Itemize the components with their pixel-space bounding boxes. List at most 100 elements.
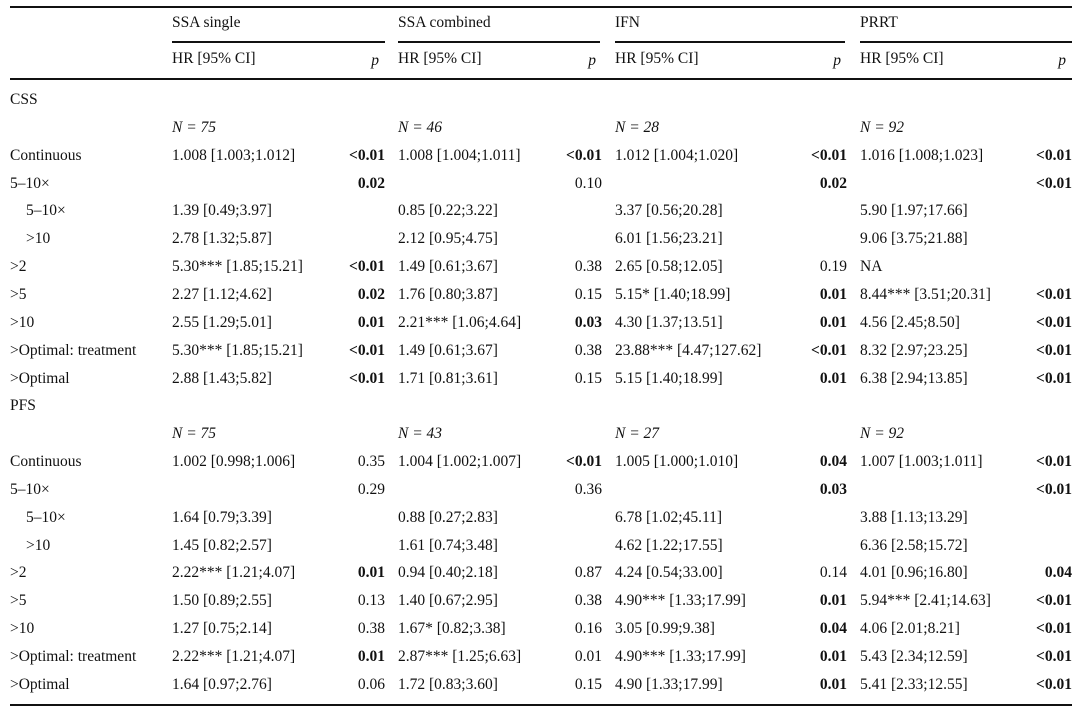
row-label: >10	[26, 230, 51, 248]
p-value: 0.01	[357, 564, 385, 582]
p-value: 0.13	[357, 592, 385, 610]
hr-value: 8.44*** [3.51;20.31]	[860, 285, 991, 303]
row-label: >Optimal	[10, 675, 70, 693]
section-title: CSS	[10, 91, 38, 108]
sample-size: N = 28	[615, 118, 660, 136]
p-value: 0.01	[819, 369, 847, 387]
p-value: 0.04	[1044, 564, 1072, 582]
hr-value: 1.49 [0.61;3.67]	[398, 258, 498, 276]
hr-value: 5.30*** [1.85;15.21]	[172, 341, 303, 359]
hr-value: 5.41 [2.33;12.55]	[860, 675, 968, 693]
column-group-header: PRRT	[860, 14, 898, 31]
p-value: 0.19	[819, 258, 847, 276]
hr-value: 1.008 [1.003;1.012]	[172, 146, 296, 164]
row-label: 5–10×	[10, 174, 50, 192]
column-group-header: SSA combined	[398, 14, 491, 31]
p-value: 0.01	[574, 648, 602, 665]
hr-value: 1.61 [0.74;3.48]	[398, 536, 498, 554]
hr-value: 6.36 [2.58;15.72]	[860, 536, 968, 554]
p-value: 0.01	[819, 675, 847, 693]
p-value: 0.15	[574, 369, 602, 387]
p-value: <0.01	[1036, 146, 1072, 164]
hr-value: 4.90*** [1.33;17.99]	[615, 648, 746, 665]
hr-value: 1.005 [1.000;1.010]	[615, 453, 739, 471]
sample-size: N = 27	[615, 425, 660, 443]
p-value: 0.06	[357, 675, 385, 693]
section-title: PFS	[10, 397, 36, 415]
row-label: Continuous	[10, 146, 82, 164]
sample-size: N = 75	[172, 118, 217, 136]
p-value: 0.15	[574, 675, 602, 693]
hr-value: 8.32 [2.97;23.25]	[860, 341, 968, 359]
hr-value: 1.012 [1.004;1.020]	[615, 146, 739, 164]
p-value: <0.01	[1036, 592, 1072, 610]
p-value: 0.38	[574, 592, 602, 610]
p-column-header: p	[833, 52, 841, 69]
hr-value: 4.30 [1.37;13.51]	[615, 313, 723, 331]
sample-size: N = 92	[860, 118, 905, 136]
p-value: <0.01	[566, 453, 602, 471]
hr-value: 1.71 [0.81;3.61]	[398, 369, 498, 387]
hr-value: 4.56 [2.45;8.50]	[860, 313, 960, 331]
hr-value: 2.78 [1.32;5.87]	[172, 230, 272, 248]
hr-value: 5.94*** [2.41;14.63]	[860, 592, 991, 610]
p-value: 0.16	[574, 620, 602, 638]
hr-value: 1.76 [0.80;3.87]	[398, 285, 498, 303]
row-label: 5–10×	[10, 480, 50, 498]
hr-value: 2.55 [1.29;5.01]	[172, 313, 272, 331]
hr-value: 4.90*** [1.33;17.99]	[615, 592, 746, 610]
hr-value: 1.004 [1.002;1.007]	[398, 453, 522, 471]
row-label: >Optimal: treatment	[10, 341, 137, 359]
group-underline	[615, 41, 845, 43]
p-value: 0.03	[819, 480, 847, 498]
hr-value: 1.39 [0.49;3.97]	[172, 202, 272, 220]
hr-value: 2.88 [1.43;5.82]	[172, 369, 272, 387]
hr-value: 2.12 [0.95;4.75]	[398, 230, 498, 248]
group-underline	[398, 41, 600, 43]
group-underline	[172, 41, 385, 43]
p-value: <0.01	[1036, 675, 1072, 693]
p-value: <0.01	[1036, 285, 1072, 303]
p-column-header: p	[371, 52, 379, 69]
p-value: 0.38	[574, 258, 602, 276]
p-value: <0.01	[349, 341, 385, 359]
hr-column-header: HR [95% CI]	[615, 50, 699, 67]
hr-value: 1.008 [1.004;1.011]	[398, 146, 521, 164]
hr-value: 4.90 [1.33;17.99]	[615, 675, 723, 693]
hr-column-header: HR [95% CI]	[172, 50, 256, 67]
p-value: 0.02	[357, 285, 385, 303]
hr-value: 1.64 [0.79;3.39]	[172, 508, 272, 526]
sample-size: N = 75	[172, 425, 217, 443]
hr-value: 1.016 [1.008;1.023]	[860, 146, 984, 164]
row-label: >5	[10, 285, 27, 303]
row-label: >Optimal	[10, 369, 70, 387]
p-value: 0.02	[819, 174, 847, 192]
hr-value: 2.65 [0.58;12.05]	[615, 258, 723, 276]
column-group-header: SSA single	[172, 14, 241, 31]
p-value: <0.01	[349, 369, 385, 387]
p-value: 0.38	[574, 341, 602, 359]
hr-value: 3.37 [0.56;20.28]	[615, 202, 723, 220]
row-label: >10	[10, 620, 35, 638]
hr-value: 6.38 [2.94;13.85]	[860, 369, 968, 387]
p-value: <0.01	[566, 146, 602, 164]
p-value: <0.01	[1036, 620, 1072, 638]
hr-value: 4.24 [0.54;33.00]	[615, 564, 723, 582]
row-label: 5–10×	[26, 202, 66, 220]
hr-value: 1.002 [0.998;1.006]	[172, 453, 296, 471]
hr-value: 3.88 [1.13;13.29]	[860, 508, 968, 526]
header-thick-rule	[10, 78, 1072, 80]
p-value: 0.02	[357, 174, 385, 192]
hr-value: 0.85 [0.22;3.22]	[398, 202, 498, 220]
p-value: <0.01	[1036, 174, 1072, 192]
p-value: 0.01	[819, 592, 847, 610]
p-column-header: p	[1058, 52, 1066, 69]
top-rule	[10, 6, 1072, 8]
row-label: >5	[10, 592, 27, 610]
p-value: 0.03	[574, 313, 602, 331]
p-value: <0.01	[1036, 313, 1072, 331]
p-value: 0.01	[819, 285, 847, 303]
hr-column-header: HR [95% CI]	[860, 50, 944, 67]
hr-value: 2.87*** [1.25;6.63]	[398, 648, 522, 665]
hr-value: 1.64 [0.97;2.76]	[172, 675, 272, 693]
